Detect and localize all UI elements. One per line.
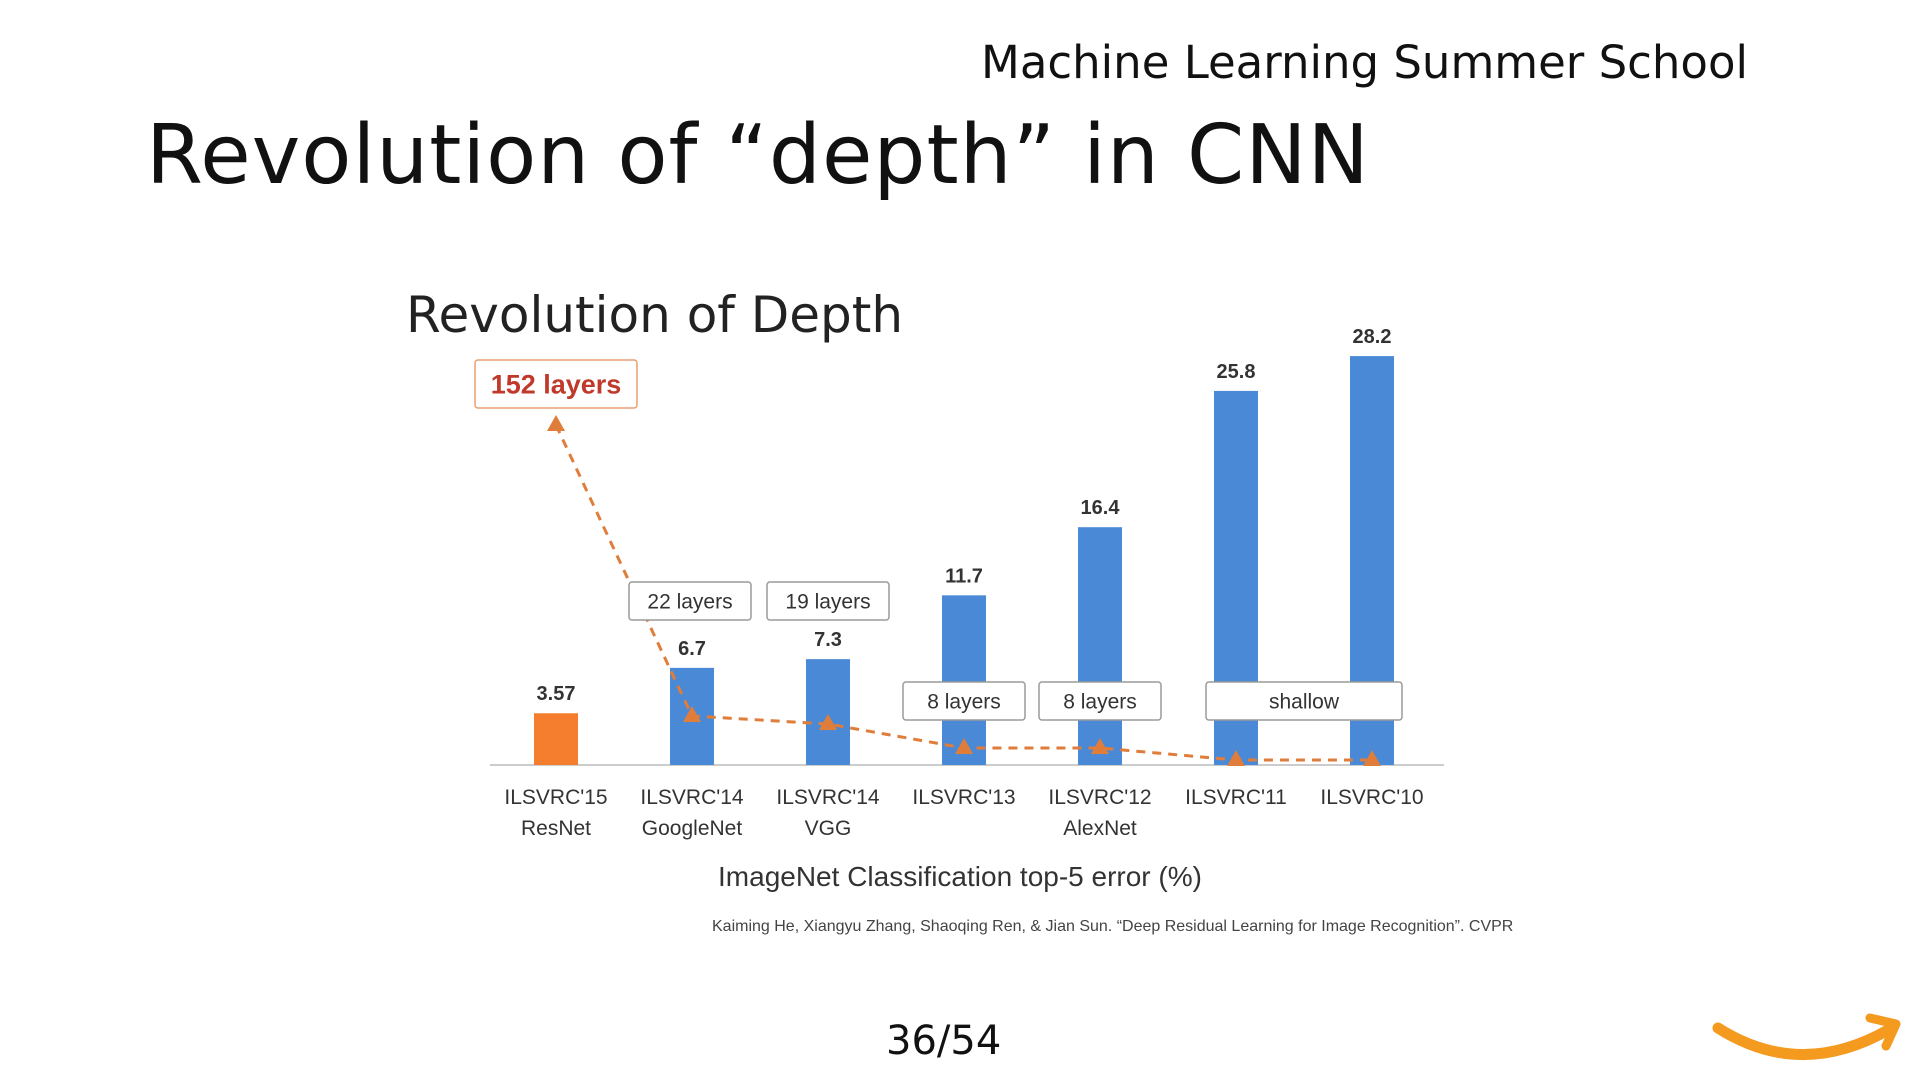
x-tick-label: ILSVRC'14 <box>640 786 744 809</box>
x-tick-label-model: AlexNet <box>1063 817 1137 840</box>
depth-label: 19 layers <box>785 591 870 614</box>
bar-value-label: 16.4 <box>1081 497 1121 519</box>
bar-value-label: 3.57 <box>537 683 576 705</box>
x-tick-label: ILSVRC'11 <box>1185 786 1287 809</box>
slide-title: Revolution of “depth” in CNN <box>146 108 1370 203</box>
page-number: 36/54 <box>886 1018 1002 1064</box>
x-axis-label: ImageNet Classification top-5 error (%) <box>718 861 1202 892</box>
depth-marker <box>683 706 701 722</box>
x-tick-label-model: GoogleNet <box>642 817 743 840</box>
chart-title: Revolution of Depth <box>406 286 903 344</box>
bar <box>1078 527 1122 765</box>
bar <box>534 713 578 765</box>
amazon-smile-logo <box>1712 1013 1901 1060</box>
amazon-smile-arrowhead <box>1865 1013 1901 1051</box>
bar-value-label: 11.7 <box>945 565 983 587</box>
depth-label-box <box>474 359 638 409</box>
amazon-smile-curve <box>1712 1022 1894 1060</box>
depth-label-box <box>902 681 1026 721</box>
depth-marker <box>547 415 565 431</box>
depth-marker <box>1363 750 1381 766</box>
bar <box>806 659 850 765</box>
bar-value-label: 7.3 <box>814 629 842 651</box>
depth-marker <box>1227 750 1245 766</box>
depth-label-box <box>1205 681 1403 721</box>
x-tick-label: ILSVRC'15 <box>504 786 607 809</box>
depth-label-box <box>628 581 752 621</box>
depth-label: shallow <box>1269 691 1340 714</box>
depth-marker <box>819 714 837 730</box>
depth-label: 8 layers <box>1063 691 1137 714</box>
depth-label: 152 layers <box>491 370 622 400</box>
x-tick-label: ILSVRC'10 <box>1320 786 1423 809</box>
x-tick-label: ILSVRC'13 <box>912 786 1015 809</box>
x-tick-label: ILSVRC'12 <box>1048 786 1151 809</box>
bar <box>942 595 986 765</box>
bar-value-label: 25.8 <box>1217 361 1256 383</box>
depth-label-box <box>766 581 890 621</box>
school-name: Machine Learning Summer School <box>981 36 1748 89</box>
x-tick-label: ILSVRC'14 <box>776 786 880 809</box>
depth-label-box <box>1038 681 1162 721</box>
depth-label: 8 layers <box>927 691 1001 714</box>
x-tick-label-model: ResNet <box>521 817 591 840</box>
citation: Kaiming He, Xiangyu Zhang, Shaoqing Ren,… <box>712 918 1514 935</box>
bar-value-label: 28.2 <box>1353 326 1392 348</box>
depth-marker <box>1091 738 1109 754</box>
depth-label: 22 layers <box>647 591 732 614</box>
x-tick-label-model: VGG <box>805 817 852 840</box>
depth-marker <box>955 738 973 754</box>
bar-value-label: 6.7 <box>678 638 706 660</box>
